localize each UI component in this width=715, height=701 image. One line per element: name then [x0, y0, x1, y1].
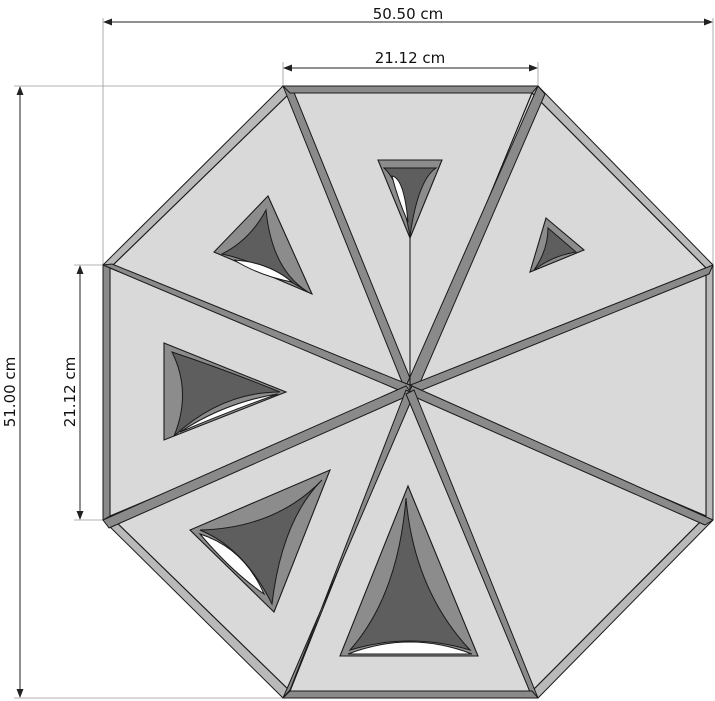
dimension-top-edge: 21.12 cm [282, 49, 539, 88]
frame-bottom-edge [282, 690, 539, 699]
pocket-top-right [529, 217, 586, 273]
pocket-bottom-left [189, 468, 331, 613]
dimension-overall-height: 51.00 cm [1, 85, 283, 699]
top-edge-label: 21.12 cm [375, 49, 446, 67]
dimension-left-edge: 21.12 cm [61, 264, 104, 521]
pocket-bottom [339, 484, 479, 657]
left-edge-label: 21.12 cm [61, 357, 79, 428]
frame-left-edge [102, 264, 111, 521]
octagon-panel [102, 85, 714, 699]
pocket-top [377, 159, 443, 240]
pocket-left [163, 342, 288, 441]
pocket-top-left [213, 195, 314, 296]
frame-top-edge [282, 85, 539, 94]
overall-height-label: 51.00 cm [1, 357, 19, 428]
overall-width-label: 50.50 cm [373, 5, 444, 23]
dimension-overall-width: 50.50 cm [102, 5, 714, 265]
